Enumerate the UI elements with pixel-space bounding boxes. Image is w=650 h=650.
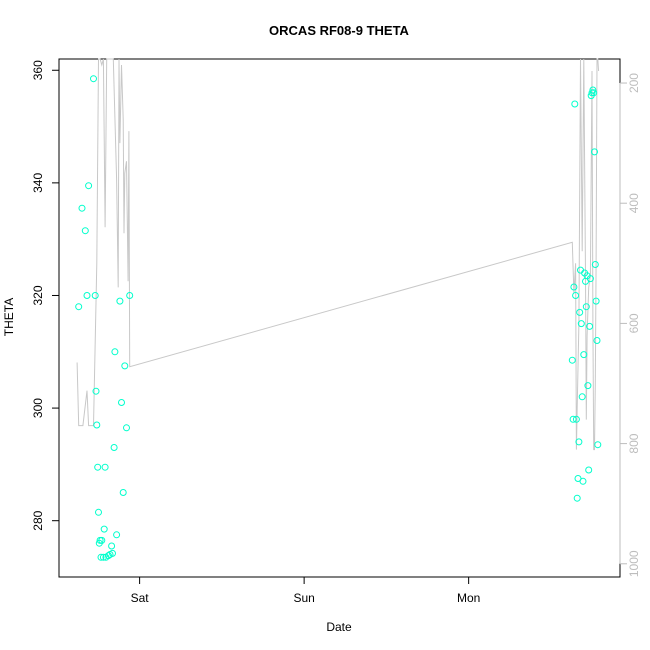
points-layer bbox=[75, 75, 602, 561]
data-point bbox=[111, 348, 119, 356]
data-point bbox=[568, 356, 576, 364]
data-point bbox=[101, 463, 109, 471]
data-point bbox=[97, 553, 105, 561]
x-axis: Sat Sun Mon bbox=[131, 576, 480, 605]
data-point bbox=[594, 441, 602, 449]
data-point bbox=[577, 320, 585, 328]
data-point bbox=[569, 415, 577, 423]
data-point bbox=[126, 292, 134, 299]
data-point bbox=[116, 297, 124, 305]
data-point bbox=[591, 148, 598, 156]
data-point bbox=[577, 266, 584, 274]
y-tick-label: 280 bbox=[31, 510, 45, 530]
y-axis-label: THETA bbox=[2, 298, 16, 336]
data-point bbox=[589, 86, 597, 94]
data-point bbox=[586, 322, 594, 330]
data-point bbox=[586, 275, 594, 283]
right-tick-label: 400 bbox=[627, 193, 641, 213]
y-tick-label: 360 bbox=[31, 60, 45, 80]
data-point bbox=[83, 292, 91, 299]
x-tick-label: Sun bbox=[293, 591, 314, 605]
right-tick-label: 800 bbox=[627, 433, 641, 453]
data-point bbox=[571, 100, 579, 108]
y-tick-label: 340 bbox=[31, 173, 45, 193]
data-point bbox=[95, 508, 102, 516]
right-tick-label: 1000 bbox=[627, 550, 641, 577]
data-point bbox=[579, 477, 587, 485]
data-point bbox=[98, 536, 106, 544]
data-point bbox=[99, 553, 107, 561]
series-line bbox=[76, 58, 600, 451]
data-point bbox=[85, 182, 93, 190]
y-tick-label: 320 bbox=[31, 285, 45, 305]
right-tick-label: 200 bbox=[627, 73, 641, 93]
data-point bbox=[123, 424, 130, 432]
y-tick-label: 300 bbox=[31, 398, 45, 418]
data-point bbox=[584, 382, 592, 390]
data-point bbox=[591, 261, 599, 268]
plot-area bbox=[58, 58, 621, 578]
data-point bbox=[109, 549, 116, 557]
chart-title: ORCAS RF08-9 THETA bbox=[269, 23, 409, 38]
data-point bbox=[78, 204, 86, 212]
data-point bbox=[576, 308, 584, 316]
data-point bbox=[108, 542, 116, 550]
data-point bbox=[570, 283, 578, 291]
x-axis-label: Date bbox=[326, 620, 352, 634]
right-tick-label: 600 bbox=[627, 313, 641, 333]
y-axis: 280 300 320 340 360 bbox=[31, 60, 60, 531]
data-point bbox=[585, 466, 593, 474]
data-point bbox=[119, 489, 127, 496]
data-point bbox=[100, 525, 108, 533]
data-point bbox=[104, 552, 112, 560]
data-point bbox=[572, 292, 580, 299]
data-point bbox=[582, 303, 590, 311]
data-point bbox=[81, 227, 89, 235]
x-tick-label: Sat bbox=[131, 591, 150, 605]
plot-frame bbox=[58, 58, 621, 578]
data-point bbox=[118, 399, 125, 406]
data-point bbox=[573, 494, 581, 502]
data-point bbox=[580, 351, 588, 359]
right-y-axis: 200 400 600 800 1000 bbox=[619, 73, 641, 577]
data-point bbox=[572, 415, 580, 423]
data-point bbox=[94, 463, 102, 471]
data-point bbox=[110, 444, 118, 451]
data-point bbox=[75, 303, 83, 311]
data-point bbox=[90, 75, 97, 83]
data-point bbox=[93, 421, 101, 429]
data-point bbox=[578, 393, 586, 401]
data-point bbox=[592, 297, 600, 305]
data-point bbox=[575, 438, 583, 446]
data-point bbox=[91, 292, 99, 299]
data-point bbox=[593, 337, 601, 344]
data-point bbox=[113, 531, 121, 539]
data-point bbox=[590, 89, 598, 97]
data-point bbox=[92, 387, 100, 395]
x-tick-label: Mon bbox=[457, 591, 480, 605]
data-point bbox=[121, 362, 129, 370]
